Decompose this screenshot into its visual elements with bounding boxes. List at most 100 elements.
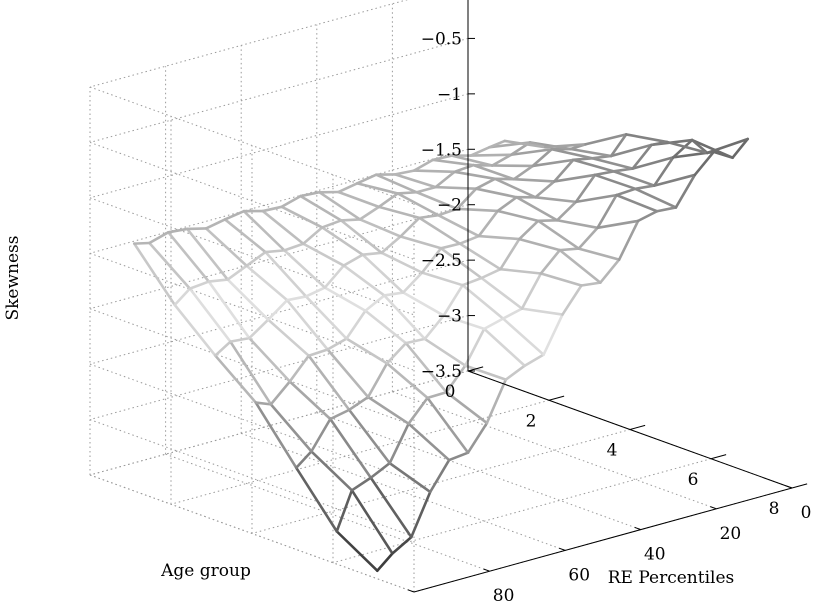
surface-edge-age: [396, 192, 440, 217]
surface-edge-age: [283, 249, 327, 289]
axes-layer: [413, 0, 793, 593]
surface-edge-age: [474, 187, 518, 199]
surface-edge-pct: [558, 247, 581, 252]
surface-edge-age: [461, 283, 505, 320]
surface-edge-pct: [369, 461, 392, 480]
surface-edge-age: [173, 303, 217, 357]
surface-edge-pct: [266, 298, 289, 321]
surface-edge-age: [463, 364, 508, 381]
y-tick: [558, 547, 566, 551]
surface-edge-age: [426, 396, 470, 454]
surface-edge-age: [434, 185, 478, 190]
surface-edge-pct: [428, 458, 451, 494]
surface-edge-pct: [229, 336, 251, 343]
surface-edge-age: [501, 317, 545, 356]
surface-edge-age: [337, 190, 381, 209]
surface-edge-pct: [294, 450, 313, 470]
x-tick: [467, 366, 484, 372]
surface-edge-pct: [347, 395, 370, 412]
surface-edge-age: [328, 417, 373, 480]
surface-edge-age: [304, 295, 348, 340]
surface-edge-pct: [364, 294, 386, 313]
surface-edge-age: [399, 235, 443, 250]
surface-edge-pct: [415, 185, 437, 194]
surface-edge-pct: [304, 286, 327, 298]
surface-edge-age: [188, 287, 232, 343]
surface-edge-pct: [301, 226, 324, 246]
surface-edge-pct: [342, 253, 365, 267]
surface-edge-age: [374, 173, 419, 194]
surface-edge-pct: [264, 249, 286, 254]
surface-edge-age: [364, 309, 408, 345]
grid-line-pct-floor: [316, 412, 641, 531]
surface-edge-pct: [466, 421, 489, 454]
grid-line-pct-floor: [241, 432, 566, 551]
surface-edge-pct: [617, 219, 640, 261]
surface-edge-age: [347, 408, 392, 465]
grid-line-z-left: [89, 37, 469, 143]
surface-edge-age: [307, 354, 351, 412]
surface-edge-pct: [307, 348, 329, 358]
surface-edge-pct: [596, 193, 618, 230]
surface-edge-age: [574, 193, 618, 204]
surface-edge-age: [285, 298, 329, 351]
z-tick-label: −0.5: [421, 29, 462, 49]
y-tick: [483, 568, 490, 572]
surface-edge-age: [499, 267, 543, 275]
surface-edge-pct: [439, 242, 462, 250]
grid-line-z-left: [89, 315, 469, 421]
y-tick: [634, 526, 641, 531]
y-tick: [785, 485, 793, 489]
surface-edge-pct: [213, 340, 232, 357]
surface-edge-age: [577, 247, 621, 261]
z-tick-label: −1: [437, 85, 462, 105]
surface-edge-pct: [207, 278, 229, 283]
surface-edge-age: [355, 182, 400, 195]
x-tick: [791, 483, 808, 489]
surface-edge-pct: [288, 354, 311, 383]
surface-edge-pct: [485, 378, 508, 425]
surface-edge-pct: [280, 194, 302, 209]
surface-edge-pct: [436, 207, 459, 217]
z-axis-label: Skewness: [3, 235, 23, 320]
surface-edge-pct: [226, 264, 248, 281]
surface-edge-pct: [455, 187, 478, 211]
surface-edge-pct: [690, 138, 709, 155]
surface-edge-age: [450, 154, 494, 167]
surface-edge-pct: [553, 158, 575, 183]
surface-edge-pct: [420, 247, 443, 274]
surface-edge-age: [515, 195, 559, 222]
surface-edge-pct: [388, 422, 410, 465]
surface-edge-pct: [445, 364, 467, 394]
surface-edge-pct: [482, 317, 505, 331]
surface-edge-age: [431, 158, 475, 167]
surface-edge-age: [705, 137, 750, 155]
surface-edge-pct: [531, 147, 554, 168]
surface-edge-age: [477, 234, 521, 241]
surface-edge-pct: [580, 281, 602, 287]
surface-edge-pct: [355, 173, 378, 185]
surface-edge-pct: [458, 234, 481, 245]
grid-line-z-right: [89, 363, 415, 482]
surface-edge-pct: [512, 164, 535, 181]
surface-edge-age: [226, 278, 270, 321]
surface-edge-age: [534, 195, 578, 204]
surface-edge-pct: [536, 218, 559, 223]
surface-edge-age: [558, 248, 602, 284]
x-tick: [710, 454, 727, 460]
y-tick-label: 40: [644, 545, 666, 565]
surface-edge-age: [412, 169, 456, 174]
x-tick: [629, 424, 646, 430]
surface-edge-pct: [254, 401, 273, 406]
surface-edge-age: [571, 158, 616, 173]
grid-line-z-right: [89, 308, 415, 427]
surface-edge-age: [615, 193, 659, 213]
surface-edge-pct: [488, 139, 507, 149]
surface-edge-age: [207, 280, 251, 340]
surface-edge-pct: [380, 235, 402, 255]
grid-line-pct-floor: [165, 453, 490, 572]
surface-edge-pct: [132, 241, 151, 245]
surface-edge-pct: [339, 218, 362, 222]
surface-edge-age: [388, 461, 432, 494]
